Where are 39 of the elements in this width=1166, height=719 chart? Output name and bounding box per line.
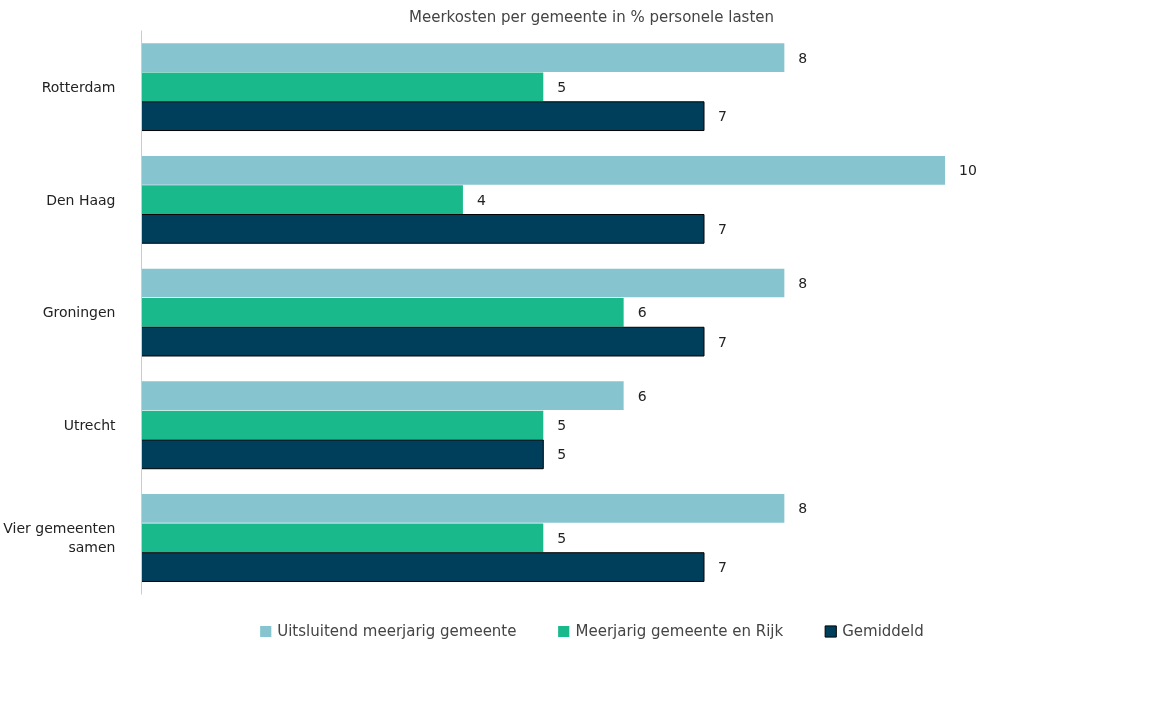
data-label: 7 bbox=[718, 559, 727, 576]
data-label: 8 bbox=[798, 49, 808, 66]
data-label: 7 bbox=[718, 220, 727, 237]
data-label: 7 bbox=[718, 333, 727, 350]
legend-label: Gemiddeld bbox=[842, 622, 924, 640]
y-tick-label: Utrecht bbox=[63, 417, 117, 434]
bar bbox=[141, 552, 705, 582]
bar bbox=[141, 43, 785, 72]
bar bbox=[141, 326, 705, 357]
bar bbox=[141, 410, 544, 440]
data-label: 5 bbox=[557, 78, 567, 95]
bar bbox=[141, 101, 705, 132]
legend-label: Uitsluitend meerjarig gemeente bbox=[277, 622, 517, 640]
y-tick-label: Vier gemeenten samen bbox=[3, 520, 116, 556]
bar bbox=[141, 297, 624, 327]
data-label: 5 bbox=[557, 446, 567, 463]
bar bbox=[141, 381, 624, 411]
bar bbox=[141, 214, 705, 244]
bar bbox=[141, 155, 946, 185]
y-tick-label: Rotterdam bbox=[41, 78, 116, 95]
data-label: 10 bbox=[959, 162, 977, 179]
data-label: 4 bbox=[476, 191, 486, 208]
bar bbox=[141, 494, 785, 523]
data-label: 6 bbox=[637, 387, 647, 404]
bar bbox=[141, 72, 544, 102]
data-label: 5 bbox=[557, 417, 567, 434]
y-tick-label: Den Haag bbox=[46, 191, 116, 208]
bar bbox=[141, 268, 785, 298]
data-label: 7 bbox=[718, 108, 727, 125]
bar bbox=[141, 523, 544, 553]
bar bbox=[141, 185, 463, 214]
legend-label: Meerjarig gemeente en Rijk bbox=[575, 622, 784, 640]
data-label: 5 bbox=[557, 529, 567, 546]
data-label: 8 bbox=[798, 500, 808, 517]
data-label: 8 bbox=[798, 275, 808, 292]
bar bbox=[141, 439, 544, 470]
data-label: 6 bbox=[637, 304, 647, 321]
y-tick-label: Groningen bbox=[42, 304, 116, 321]
chart-title: Meerkosten per gemeente in % personele lasten bbox=[408, 7, 775, 26]
